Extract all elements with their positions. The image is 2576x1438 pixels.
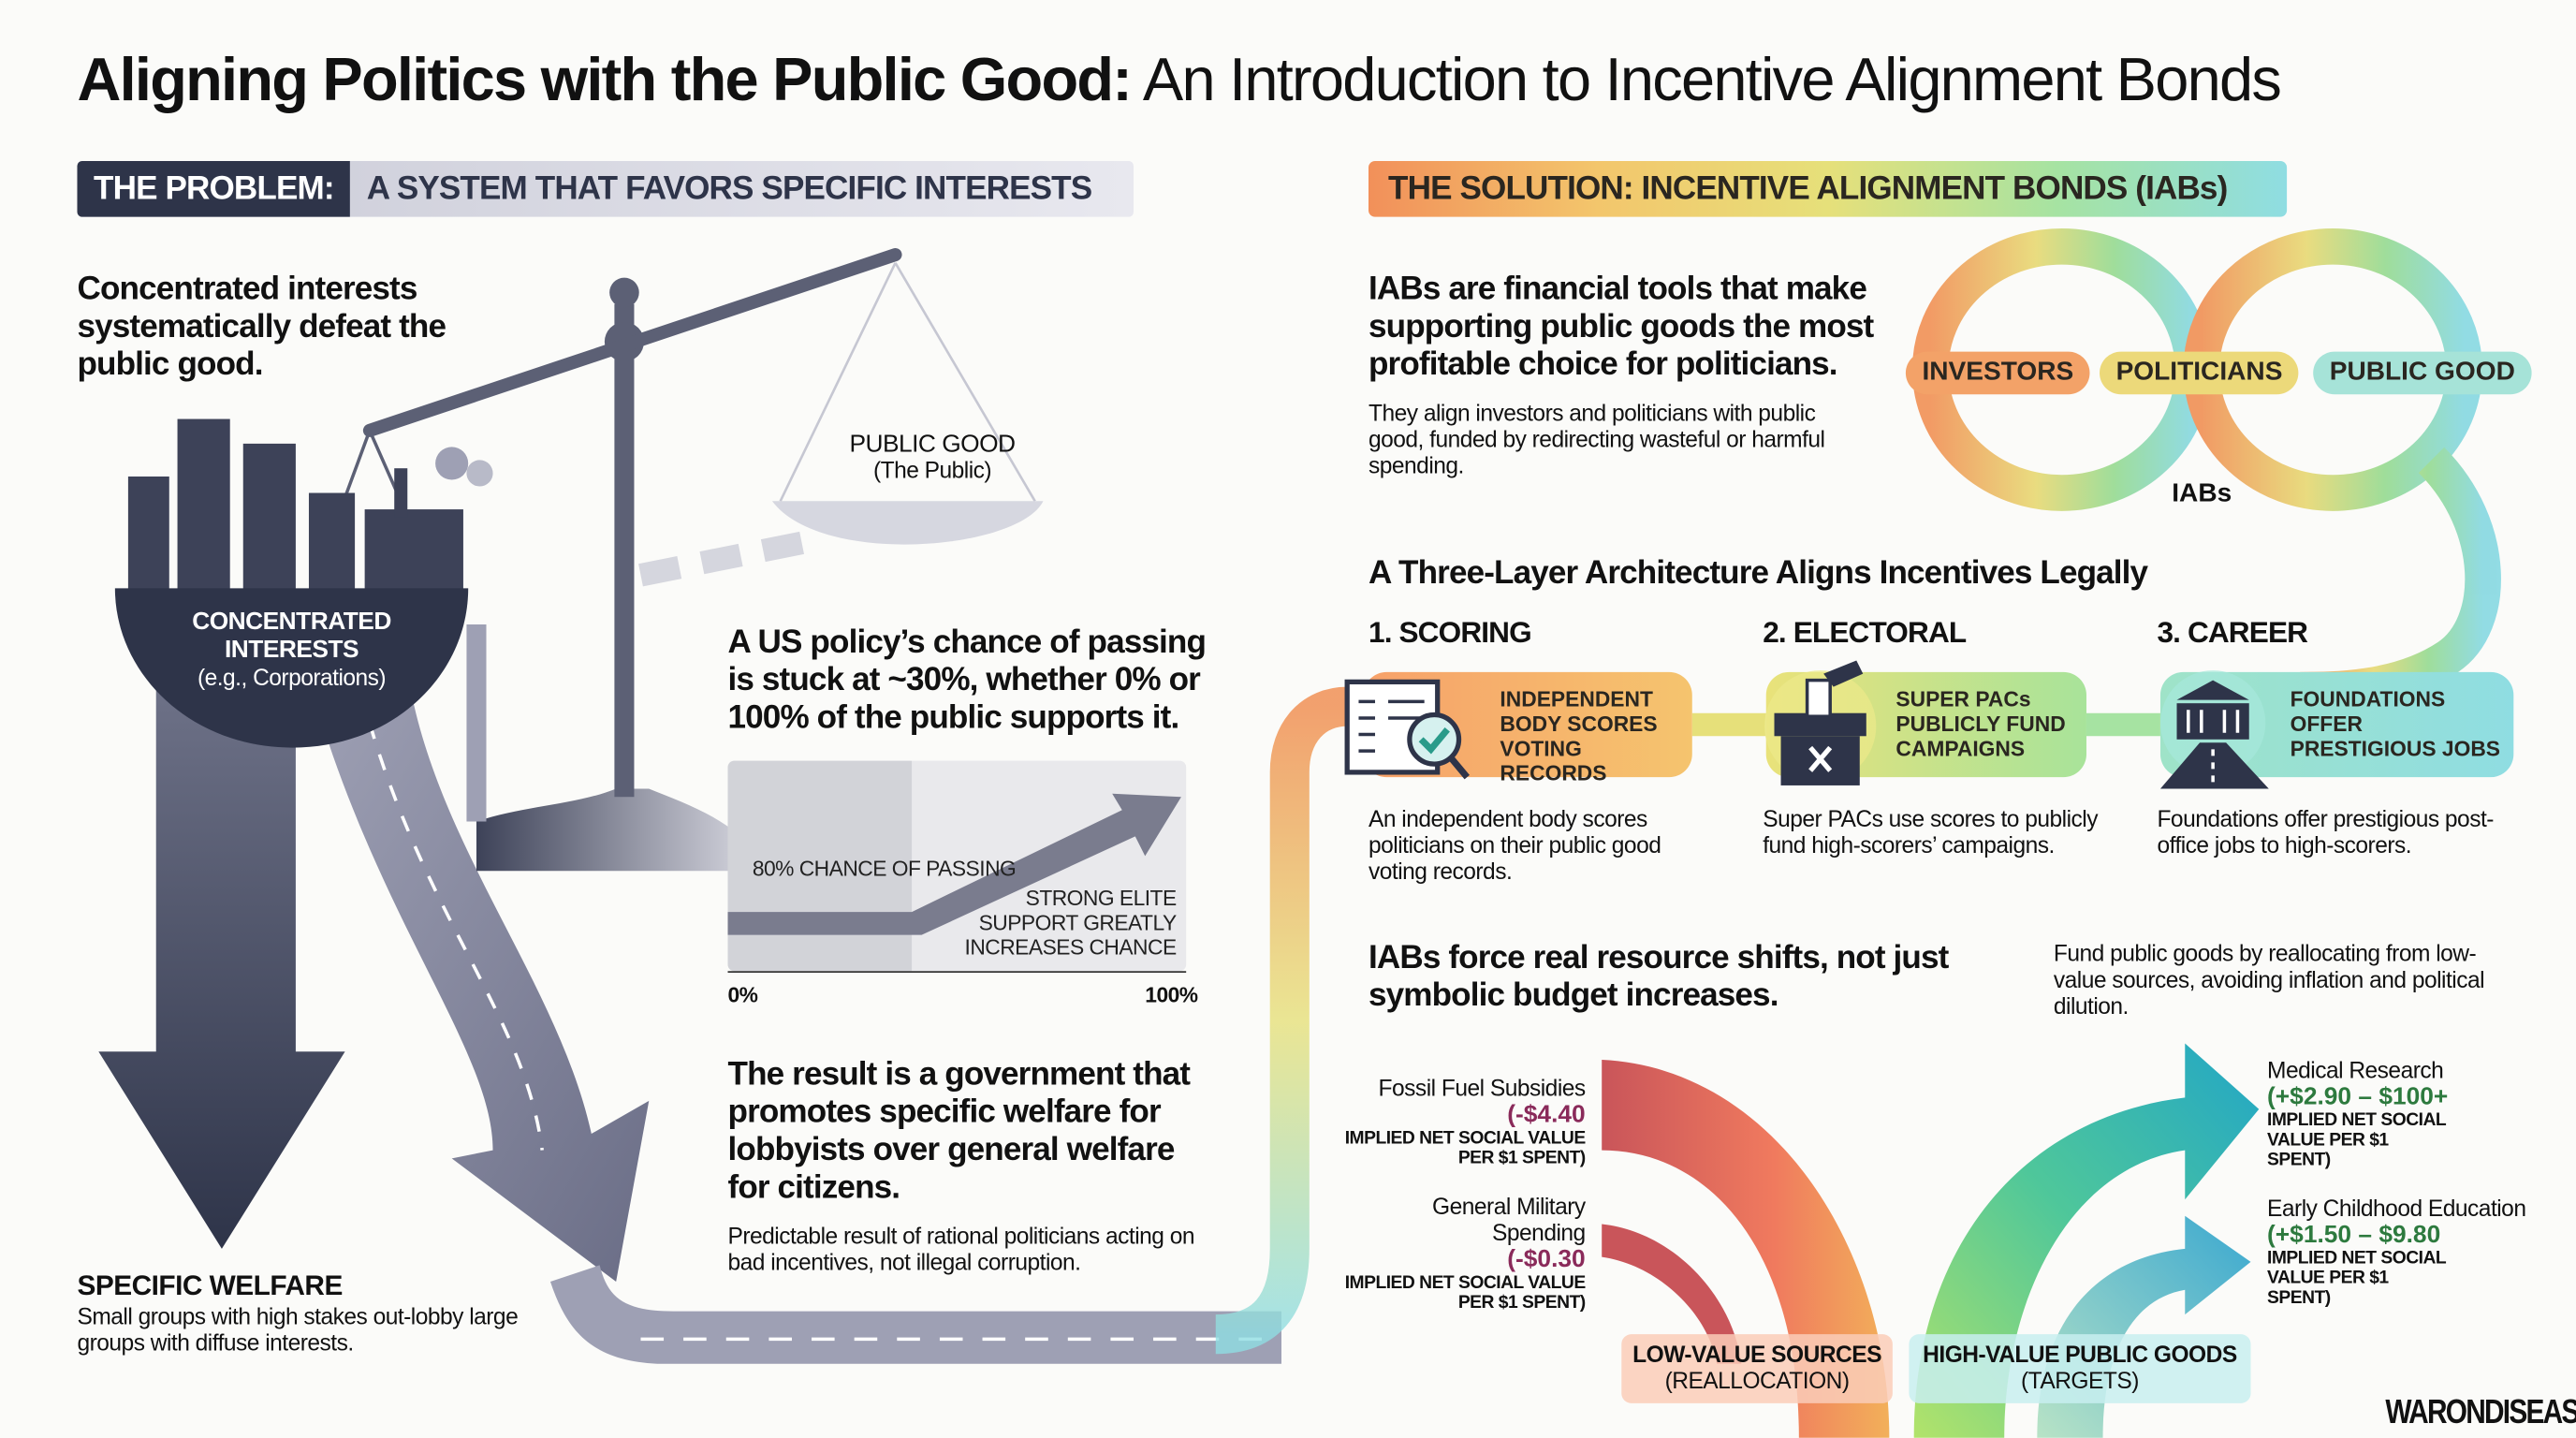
- scale-illustration: [98, 248, 1281, 1364]
- title-regular: An Introduction to Incentive Alignment B…: [1142, 46, 2282, 114]
- source-name: Fossil Fuel Subsidies: [1378, 1074, 1587, 1101]
- problem-headline: Concentrated interests systematically de…: [77, 271, 446, 383]
- target-value: (+$1.50 – $9.80: [2267, 1221, 2441, 1249]
- source-value: (-$4.40: [1507, 1100, 1586, 1129]
- source-unit: IMPLIED NET SOCIAL VALUE PER $1 SPENT): [1344, 1273, 1586, 1313]
- city-skyline-icon: [127, 418, 493, 592]
- specific-welfare-title: SPECIFIC WELFARE: [77, 1269, 343, 1302]
- target-early-childhood: Early Childhood Education (+$1.50 – $9.8…: [2267, 1195, 2563, 1308]
- title-bold: Aligning Politics with the Public Good:: [77, 46, 1132, 114]
- early-childhood-flow: [2037, 1215, 2251, 1438]
- road-arrow-icon: [312, 690, 650, 1282]
- public-good-sub: (The Public): [872, 456, 992, 483]
- public-good-title: PUBLIC GOOD: [849, 430, 1016, 459]
- target-medical-research: Medical Research (+$2.90 – $100+ IMPLIED…: [2267, 1057, 2546, 1170]
- policy-chart: 80% CHANCE OF PASSING STRONG ELITE SUPPO…: [727, 760, 1187, 972]
- support-trend-arrow: [727, 793, 1181, 935]
- high-value-title: HIGH-VALUE PUBLIC GOODS: [1923, 1341, 2237, 1368]
- solution-text: They align investors and politicians wit…: [1368, 399, 1825, 478]
- problem-banner: THE PROBLEM: A SYSTEM THAT FAVORS SPECIF…: [77, 160, 1134, 217]
- chart-x-min: 0%: [727, 982, 758, 1007]
- chart-x-max: 100%: [1145, 982, 1198, 1007]
- target-value: (+$2.90 – $100+: [2267, 1082, 2449, 1111]
- target-name: Early Childhood Education: [2267, 1194, 2526, 1222]
- specific-welfare: SPECIFIC WELFARE Small groups with high …: [77, 1270, 520, 1356]
- step-electoral-pill-text: SUPER PACs PUBLICLY FUND CAMPAIGNS: [1895, 686, 2066, 761]
- source-fossil-fuel: Fossil Fuel Subsidies (-$4.40 IMPLIED NE…: [1323, 1075, 1586, 1168]
- iabs-loop-label: IABs: [2172, 479, 2232, 508]
- problem-label: THE PROBLEM:: [77, 160, 351, 217]
- policy-headline: A US policy’s chance of passing is stuck…: [727, 624, 1207, 737]
- page-title: Aligning Politics with the Public Good: …: [77, 46, 2282, 115]
- institution-road-icon: [2159, 670, 2269, 789]
- step-electoral-heading: 2. ELECTORAL: [1763, 616, 1967, 650]
- result-headline: The result is a government that promotes…: [727, 1056, 1191, 1207]
- solution-headline: IABs are financial tools that make suppo…: [1368, 271, 1874, 383]
- low-value-sources-label: LOW-VALUE SOURCES (REALLOCATION): [1621, 1334, 1893, 1403]
- concentrated-interests-label: CONCENTRATED INTERESTS (e.g., Corporatio…: [156, 608, 428, 690]
- step-scoring-text: An independent body scores politicians o…: [1368, 804, 1661, 885]
- solution-banner: THE SOLUTION: INCENTIVE ALIGNMENT BONDS …: [1368, 160, 2288, 217]
- step-scoring-pill-text: INDEPENDENT BODY SCORES VOTING RECORDS: [1500, 686, 1658, 785]
- problem-banner-text: A SYSTEM THAT FAVORS SPECIFIC INTERESTS: [366, 169, 1092, 207]
- source-military: General Military Spending (-$0.30 IMPLIE…: [1323, 1193, 1586, 1313]
- chart-right-label: STRONG ELITE SUPPORT GREATLY INCREASES C…: [964, 885, 1178, 960]
- step-scoring-heading: 1. SCORING: [1368, 616, 1532, 650]
- public-good-pan: [771, 501, 1044, 545]
- chart-axis: [727, 971, 1187, 974]
- low-value-sub: (REALLOCATION): [1664, 1367, 1851, 1394]
- low-value-title: LOW-VALUE SOURCES: [1632, 1341, 1882, 1368]
- high-value-sub: (TARGETS): [2021, 1367, 2139, 1394]
- pill-politicians: POLITICIANS: [2100, 351, 2299, 395]
- step-career-heading: 3. CAREER: [2157, 616, 2308, 650]
- concentrated-interests-bowl: [114, 588, 469, 748]
- shift-headline: IABs force real resource shifts, not jus…: [1368, 939, 1949, 1014]
- target-unit: IMPLIED NET SOCIAL VALUE PER $1 SPENT): [2267, 1248, 2446, 1309]
- pill-public-good: PUBLIC GOOD: [2313, 351, 2532, 395]
- book-magnifier-check-icon: [1344, 679, 1471, 780]
- step-career-pill-text: FOUNDATIONS OFFER PRESTIGIOUS JOBS: [2290, 686, 2501, 761]
- specific-welfare-text: Small groups with high stakes out-lobby …: [77, 1302, 519, 1356]
- down-arrow-icon: [98, 690, 345, 1249]
- chart-left-label: 80% CHANCE OF PASSING: [752, 856, 1017, 881]
- ballot-box-icon: [1764, 660, 1877, 785]
- high-value-goods-label: HIGH-VALUE PUBLIC GOODS (TARGETS): [1909, 1334, 2251, 1403]
- step-electoral-text: Super PACs use scores to publicly fund h…: [1763, 804, 2098, 858]
- shift-note: Fund public goods by reallocating from l…: [2053, 939, 2485, 1020]
- pill-investors: INVESTORS: [1905, 351, 2090, 395]
- target-unit: IMPLIED NET SOCIAL VALUE PER $1 SPENT): [2267, 1110, 2446, 1170]
- concentrated-sub: (e.g., Corporations): [197, 664, 387, 691]
- target-name: Medical Research: [2267, 1056, 2444, 1083]
- watermark: WARONDISEASE.ORG: [2385, 1393, 2576, 1431]
- source-value: (-$0.30: [1507, 1245, 1586, 1274]
- step-career-text: Foundations offer prestigious post-offic…: [2157, 804, 2494, 858]
- military-flow: [1602, 1224, 1742, 1364]
- source-unit: IMPLIED NET SOCIAL VALUE PER $1 SPENT): [1344, 1128, 1586, 1168]
- public-good-label: PUBLIC GOOD (The Public): [822, 433, 1044, 483]
- source-name: General Military Spending: [1432, 1193, 1586, 1246]
- result-note: Predictable result of rational politicia…: [727, 1222, 1195, 1275]
- concentrated-title: CONCENTRATED INTERESTS: [192, 608, 391, 665]
- architecture-title: A Three-Layer Architecture Aligns Incent…: [1368, 555, 2148, 592]
